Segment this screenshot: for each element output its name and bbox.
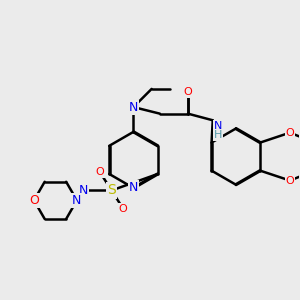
Text: O: O [29, 194, 39, 207]
Text: N: N [79, 184, 88, 197]
Text: N: N [214, 121, 222, 131]
Text: N: N [72, 194, 82, 207]
Text: N: N [129, 182, 138, 194]
Text: O: O [286, 128, 294, 138]
Text: O: O [286, 176, 294, 185]
Text: S: S [107, 184, 116, 197]
Text: N: N [129, 100, 138, 114]
Text: O: O [119, 204, 128, 214]
Text: O: O [184, 87, 192, 97]
Text: O: O [96, 167, 104, 177]
Text: H: H [214, 130, 222, 140]
